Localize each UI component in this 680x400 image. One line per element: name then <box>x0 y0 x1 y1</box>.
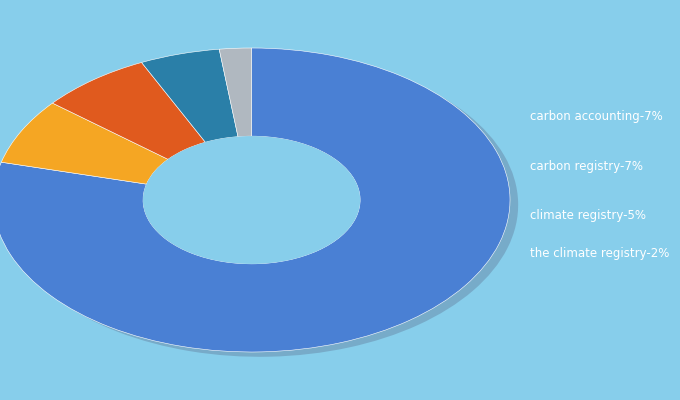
Wedge shape <box>61 67 214 164</box>
Wedge shape <box>1 103 168 184</box>
Wedge shape <box>141 49 238 142</box>
Text: carbon accounting-7%: carbon accounting-7% <box>530 110 663 123</box>
Wedge shape <box>219 48 252 137</box>
Text: the climate registry-2%: the climate registry-2% <box>530 247 670 260</box>
Wedge shape <box>150 54 246 147</box>
Wedge shape <box>1 53 518 357</box>
Wedge shape <box>0 48 510 352</box>
Text: carbon registry-7%: carbon registry-7% <box>530 160 643 173</box>
Wedge shape <box>10 108 176 189</box>
Text: climate registry-5%: climate registry-5% <box>530 209 647 222</box>
Circle shape <box>143 136 360 264</box>
Wedge shape <box>227 53 260 142</box>
Wedge shape <box>52 62 205 159</box>
